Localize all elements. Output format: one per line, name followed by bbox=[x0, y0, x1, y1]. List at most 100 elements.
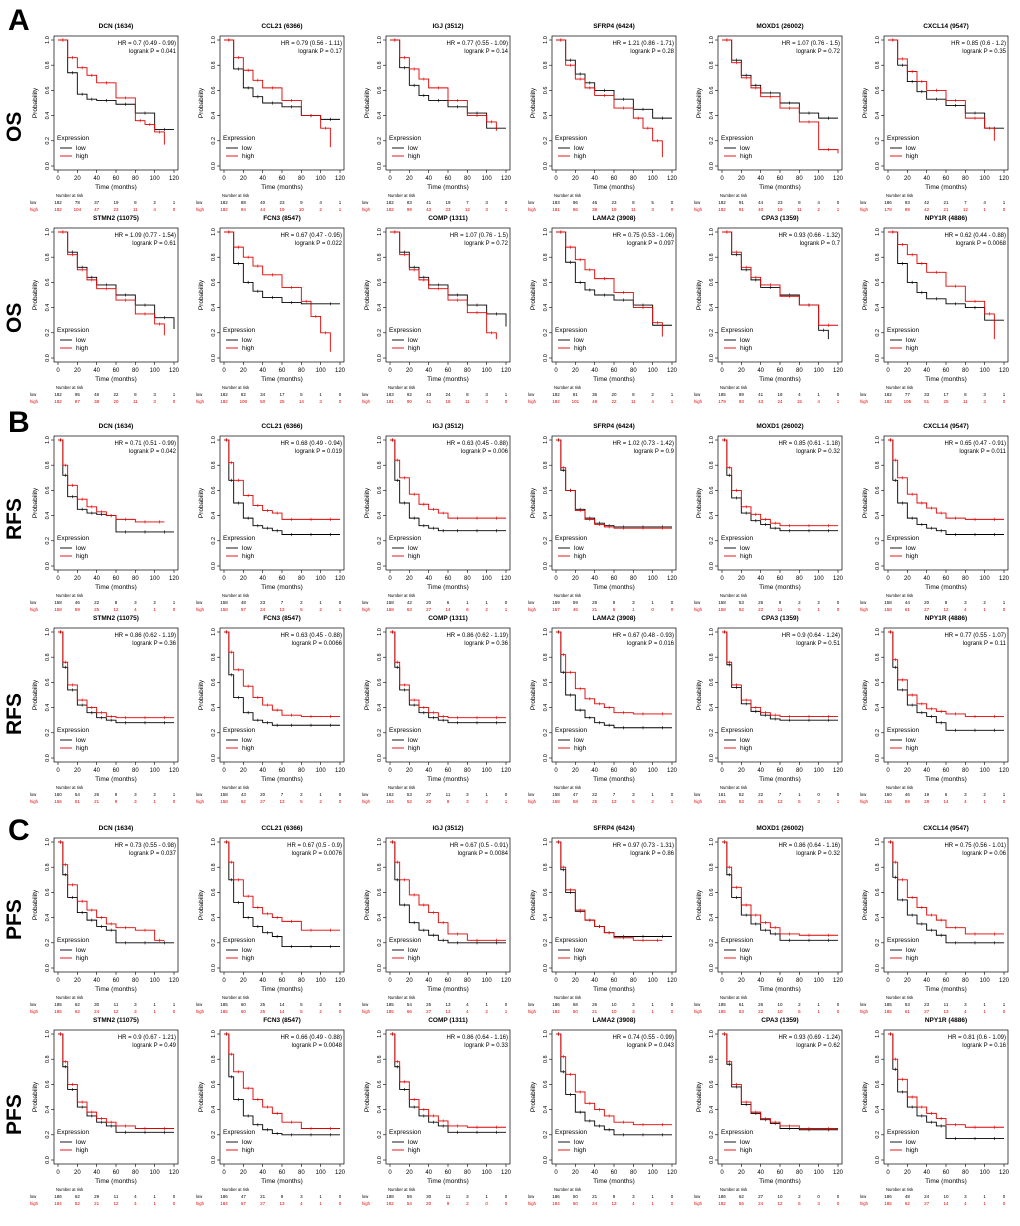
x-tick-label: 20 bbox=[738, 576, 745, 582]
y-axis-label: Probability bbox=[32, 87, 39, 118]
y-tick-label: 0.8 bbox=[377, 863, 383, 871]
y-tick-label: 0.6 bbox=[377, 679, 383, 687]
x-tick-label: 40 bbox=[259, 368, 266, 374]
legend-title: Expression bbox=[887, 937, 920, 944]
legend-low-label: low bbox=[408, 1139, 418, 1146]
y-tick-label: 0.2 bbox=[211, 1131, 217, 1139]
y-tick-label: 0.6 bbox=[211, 1081, 217, 1089]
logrank-label: logrank P = 0.11 bbox=[963, 641, 1007, 647]
legend-low-label: low bbox=[906, 947, 916, 954]
y-tick-label: 0.2 bbox=[709, 939, 715, 947]
risk-count-high: 5 bbox=[798, 1201, 801, 1206]
y-tick-label: 0.6 bbox=[211, 679, 217, 687]
y-tick-label: 0.6 bbox=[377, 487, 383, 495]
y-tick-label: 1.0 bbox=[45, 228, 51, 236]
risk-count-low: 5 bbox=[300, 392, 303, 397]
y-tick-label: 0.6 bbox=[875, 1081, 881, 1089]
risk-count-low: 48 bbox=[241, 600, 247, 605]
hr-label: HR = 0.9 (0.67 - 1.21) bbox=[118, 1035, 176, 1041]
x-tick-label: 60 bbox=[279, 368, 286, 374]
risk-count-low: 89 bbox=[739, 392, 745, 397]
risk-count-high: 23 bbox=[445, 207, 451, 212]
risk-count-high: 0 bbox=[671, 607, 674, 612]
y-tick-label: 0.0 bbox=[211, 562, 217, 570]
risk-count-low: 3 bbox=[983, 392, 986, 397]
y-tick-label: 0.4 bbox=[709, 914, 715, 922]
y-tick-label: 1.0 bbox=[875, 1030, 881, 1038]
logrank-label: logrank P = 0.037 bbox=[129, 851, 177, 857]
plot-frame bbox=[53, 1029, 179, 1165]
risk-count-high: 0 bbox=[1003, 399, 1006, 404]
x-tick-label: 120 bbox=[833, 576, 844, 582]
plot-title: MOXD1 (26002) bbox=[756, 423, 803, 430]
risk-count-high: 104 bbox=[74, 207, 82, 212]
risk-count-low: 44 bbox=[905, 600, 911, 605]
legend-low-label: low bbox=[574, 545, 584, 552]
legend-title: Expression bbox=[223, 327, 256, 334]
risk-count-high: 12 bbox=[113, 1201, 119, 1206]
x-tick-label: 60 bbox=[113, 1170, 120, 1176]
y-tick-label: 1.0 bbox=[211, 36, 217, 44]
risk-count-high: 185 bbox=[386, 1009, 394, 1014]
km-curve-high bbox=[722, 1033, 838, 1129]
legend-low-label: low bbox=[242, 545, 252, 552]
x-tick-label: 40 bbox=[93, 176, 100, 182]
x-tick-label: 80 bbox=[464, 368, 471, 374]
risk-header: Number at risk bbox=[56, 385, 84, 390]
x-tick-label: 80 bbox=[298, 768, 305, 774]
x-tick-label: 0 bbox=[886, 768, 890, 774]
risk-count-low: 40 bbox=[260, 200, 266, 205]
risk-count-low: 0 bbox=[671, 600, 674, 605]
x-tick-label: 60 bbox=[611, 176, 618, 182]
risk-row-label-high: high bbox=[694, 799, 703, 804]
risk-count-high: 4 bbox=[964, 607, 967, 612]
risk-count-high: 62 bbox=[241, 799, 247, 804]
x-tick-label: 100 bbox=[482, 768, 493, 774]
risk-count-high: 44 bbox=[260, 207, 266, 212]
risk-row-label-high: high bbox=[860, 607, 869, 612]
risk-count-low: 59 bbox=[573, 600, 579, 605]
logrank-label: logrank P = 0.043 bbox=[627, 1043, 675, 1049]
y-tick-label: 0.6 bbox=[45, 279, 51, 287]
km-curve-low bbox=[390, 439, 506, 532]
risk-header: Number at risk bbox=[388, 995, 416, 1000]
risk-count-high: 1 bbox=[153, 1009, 156, 1014]
km-curve-high bbox=[556, 39, 663, 158]
risk-count-high: 58 bbox=[573, 799, 579, 804]
y-tick-label: 0.4 bbox=[377, 512, 383, 520]
risk-count-high: 11 bbox=[778, 607, 783, 612]
legend-low-label: low bbox=[740, 1139, 750, 1146]
risk-row-label-low: low bbox=[860, 392, 867, 397]
risk-header: Number at risk bbox=[554, 385, 582, 390]
plot-frame bbox=[385, 1029, 511, 1165]
risk-count-high: 4 bbox=[466, 1009, 469, 1014]
y-tick-label: 0.0 bbox=[211, 1156, 217, 1164]
plot-frame bbox=[883, 1029, 1009, 1165]
hr-label: HR = 0.67 (0.48 - 0.93) bbox=[612, 633, 674, 639]
risk-count-high: 24 bbox=[592, 1201, 598, 1206]
risk-row-label-low: low bbox=[860, 200, 867, 205]
x-tick-label: 100 bbox=[648, 368, 659, 374]
plot-frame bbox=[551, 837, 677, 973]
risk-count-high: 1 bbox=[651, 1009, 654, 1014]
x-tick-label: 120 bbox=[169, 176, 180, 182]
km-plot: FCN3 (8547) 0.0 0.2 0.4 0.6 0.8 1.0 Probability… bbox=[196, 615, 346, 804]
risk-count-low: 52 bbox=[739, 792, 745, 797]
logrank-label: logrank P = 0.86 bbox=[630, 851, 674, 857]
hr-label: HR = 0.67 (0.5 - 0.9) bbox=[287, 843, 342, 849]
y-tick-label: 0.4 bbox=[709, 512, 715, 520]
y-tick-label: 0.4 bbox=[875, 914, 881, 922]
x-axis-label: Time (months) bbox=[261, 376, 303, 383]
x-tick-label: 60 bbox=[777, 176, 784, 182]
legend-title: Expression bbox=[389, 937, 422, 944]
plot-frame bbox=[717, 435, 843, 571]
x-axis-label: Time (months) bbox=[261, 584, 303, 591]
hr-label: HR = 1.07 (0.76 - 1.5) bbox=[782, 41, 840, 47]
x-tick-label: 40 bbox=[757, 576, 764, 582]
x-tick-label: 20 bbox=[738, 978, 745, 984]
x-tick-label: 120 bbox=[999, 1170, 1010, 1176]
y-tick-label: 0.6 bbox=[377, 87, 383, 95]
y-tick-label: 0.0 bbox=[709, 562, 715, 570]
x-tick-label: 60 bbox=[279, 768, 286, 774]
